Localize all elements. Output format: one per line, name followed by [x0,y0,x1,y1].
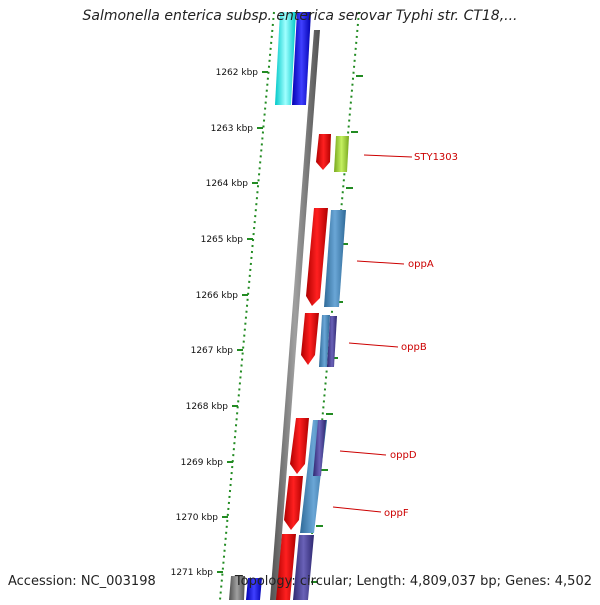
tick-label: 1266 kbp [196,291,239,301]
cds-feature-gray-bottom [229,576,245,600]
cds-feature-red-bottom [276,534,296,600]
gene-label-oppA: oppA [408,259,434,270]
tick-label: 1265 kbp [201,235,244,245]
cds-feature-purple-bottom [293,535,314,600]
left-track-dotted-line [219,11,275,601]
gene-label-leaders [332,154,413,513]
coordinate-ticks: 1262 kbp 1263 kbp 1264 kbp 1265 kbp 1266 kbp… [171,68,268,578]
tick-label: 1268 kbp [186,402,229,412]
tick-label: 1267 kbp [191,346,234,356]
tick-label: 1270 kbp [176,513,219,523]
tick-label: 1271 kbp [171,568,214,578]
gene-label-oppB: oppB [401,342,427,353]
cds-feature-oppB [319,315,330,367]
cds-feature-darkblue [292,12,311,105]
cds-feature-oppA [324,210,346,307]
cds-feature-red-oppB [301,313,319,365]
cds-features [229,12,349,600]
genome-backbone [270,30,320,600]
map-title: Salmonella enterica subsp. enterica sero… [82,8,518,24]
tick-label: 1262 kbp [216,68,259,78]
tick-label: 1269 kbp [181,458,224,468]
cds-feature-red-oppF [284,476,303,530]
gene-label-oppD: oppD [390,450,417,461]
cds-feature-sty1303 [334,136,349,172]
accession-label: Accession: NC_003198 [8,574,156,589]
cds-feature-cyan [275,12,296,105]
gene-label-oppF: oppF [384,508,409,519]
cds-feature-blue-bottom [246,578,262,600]
cds-feature-red-forward [316,134,331,170]
topology-label: Topology: circular; Length: 4,809,037 bp… [234,574,592,589]
cds-feature-oppC [327,316,337,367]
tick-label: 1263 kbp [211,124,254,134]
cds-feature-red-oppD [290,418,309,474]
cds-feature-red-oppA [306,208,328,306]
tick-label: 1264 kbp [206,179,249,189]
gene-label-sty1303: STY1303 [414,152,458,163]
cds-feature-oppD [313,420,326,476]
